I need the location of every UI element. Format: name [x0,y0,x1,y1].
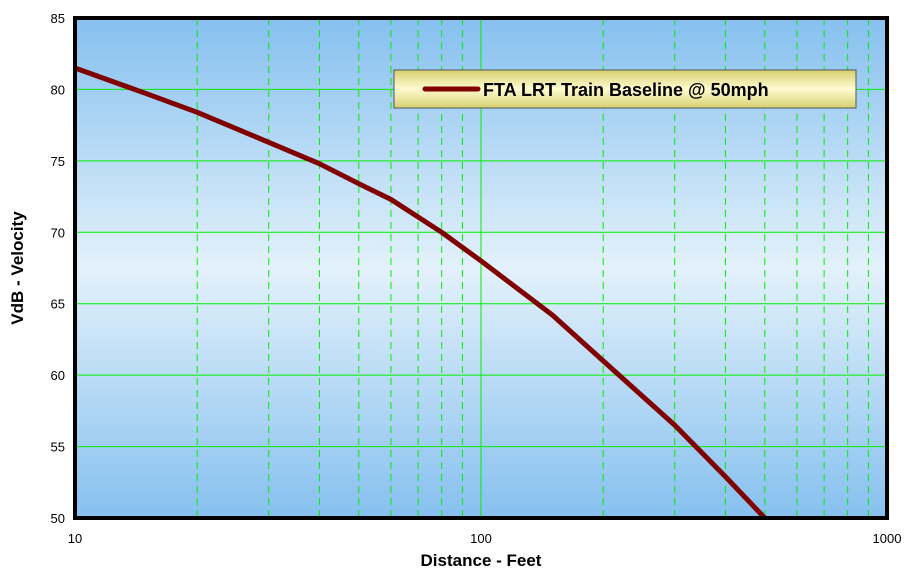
legend: FTA LRT Train Baseline @ 50mph [393,69,857,109]
y-tick-label: 85 [51,11,65,26]
series-line [74,65,767,520]
x-axis-title: Distance - Feet [421,551,542,570]
y-tick-label: 65 [51,297,65,312]
x-tick-label: 1000 [873,531,902,546]
y-tick-label: 70 [51,225,65,240]
y-tick-label: 80 [51,82,65,97]
x-tick-label: 10 [68,531,82,546]
legend-label: FTA LRT Train Baseline @ 50mph [483,80,769,100]
y-tick-label: 50 [51,511,65,526]
y-tick-label: 55 [51,440,65,455]
plot-border [73,16,889,520]
y-tick-labels: 50 55 60 65 70 75 80 85 [51,11,65,526]
y-tick-label: 75 [51,154,65,169]
y-tick-label: 60 [51,368,65,383]
y-axis-title: VdB - Velocity [8,211,27,325]
x-tick-label: 100 [470,531,492,546]
series-group [74,65,767,520]
x-tick-labels: 10 100 1000 [68,531,902,546]
